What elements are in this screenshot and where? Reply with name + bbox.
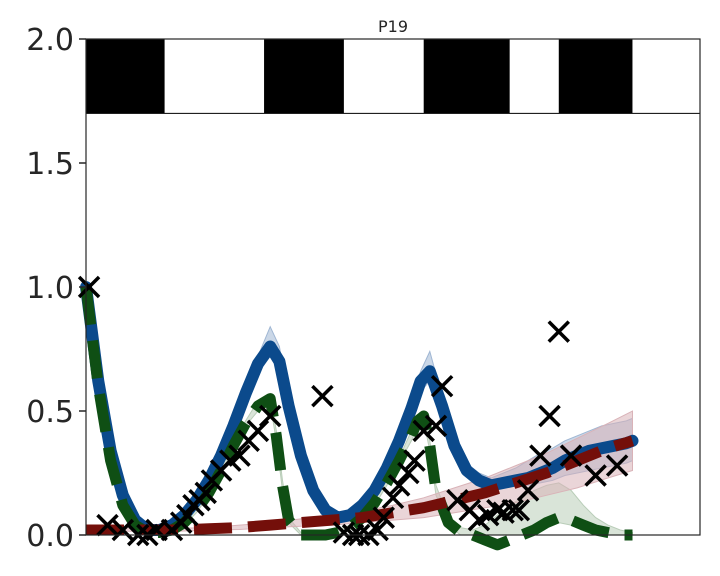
- marker-31: [424, 414, 448, 438]
- marker-45: [559, 444, 583, 467]
- observation-markers: [77, 275, 629, 547]
- marker-40: [507, 498, 531, 522]
- y-tick-label-1: 0.5: [26, 395, 74, 430]
- y-tick-label-0: 0.0: [26, 519, 74, 554]
- marker-19: [311, 384, 334, 408]
- marker-44: [547, 320, 571, 343]
- dark-period-3: [558, 39, 633, 114]
- marker-27: [387, 474, 411, 497]
- marker-28: [397, 461, 420, 485]
- y-axis: 0.0 0.5 1.0 1.5 2.0: [26, 23, 86, 554]
- marker-25: [372, 506, 396, 529]
- marker-29: [403, 449, 426, 472]
- marker-8: [176, 503, 199, 527]
- marker-30: [412, 419, 435, 443]
- marker-47: [605, 454, 629, 477]
- marker-43: [538, 404, 561, 428]
- marker-11: [194, 481, 217, 505]
- marker-42: [529, 444, 552, 467]
- dark-period-2: [423, 39, 510, 114]
- marker-32: [430, 374, 454, 398]
- y-tick-label-2: 1.0: [26, 271, 74, 306]
- marker-41: [516, 479, 540, 502]
- y-tick-label-4: 2.0: [26, 23, 74, 58]
- light-dark-bar: [86, 39, 700, 114]
- marker-39: [501, 498, 524, 522]
- marker-24: [366, 518, 389, 542]
- marker-18: [258, 404, 282, 428]
- marker-0: [77, 275, 101, 299]
- chart-title: P19: [378, 17, 408, 36]
- marker-15: [228, 444, 251, 467]
- dark-period-0: [86, 39, 165, 114]
- marker-17: [246, 419, 270, 443]
- marker-26: [381, 486, 405, 510]
- y-tick-label-3: 1.5: [26, 147, 74, 182]
- series-line-2: [86, 435, 635, 536]
- series-lines: [80, 281, 639, 551]
- marker-1: [96, 513, 119, 537]
- dark-period-1: [264, 39, 344, 114]
- marker-46: [584, 464, 607, 487]
- marker-2: [111, 518, 135, 542]
